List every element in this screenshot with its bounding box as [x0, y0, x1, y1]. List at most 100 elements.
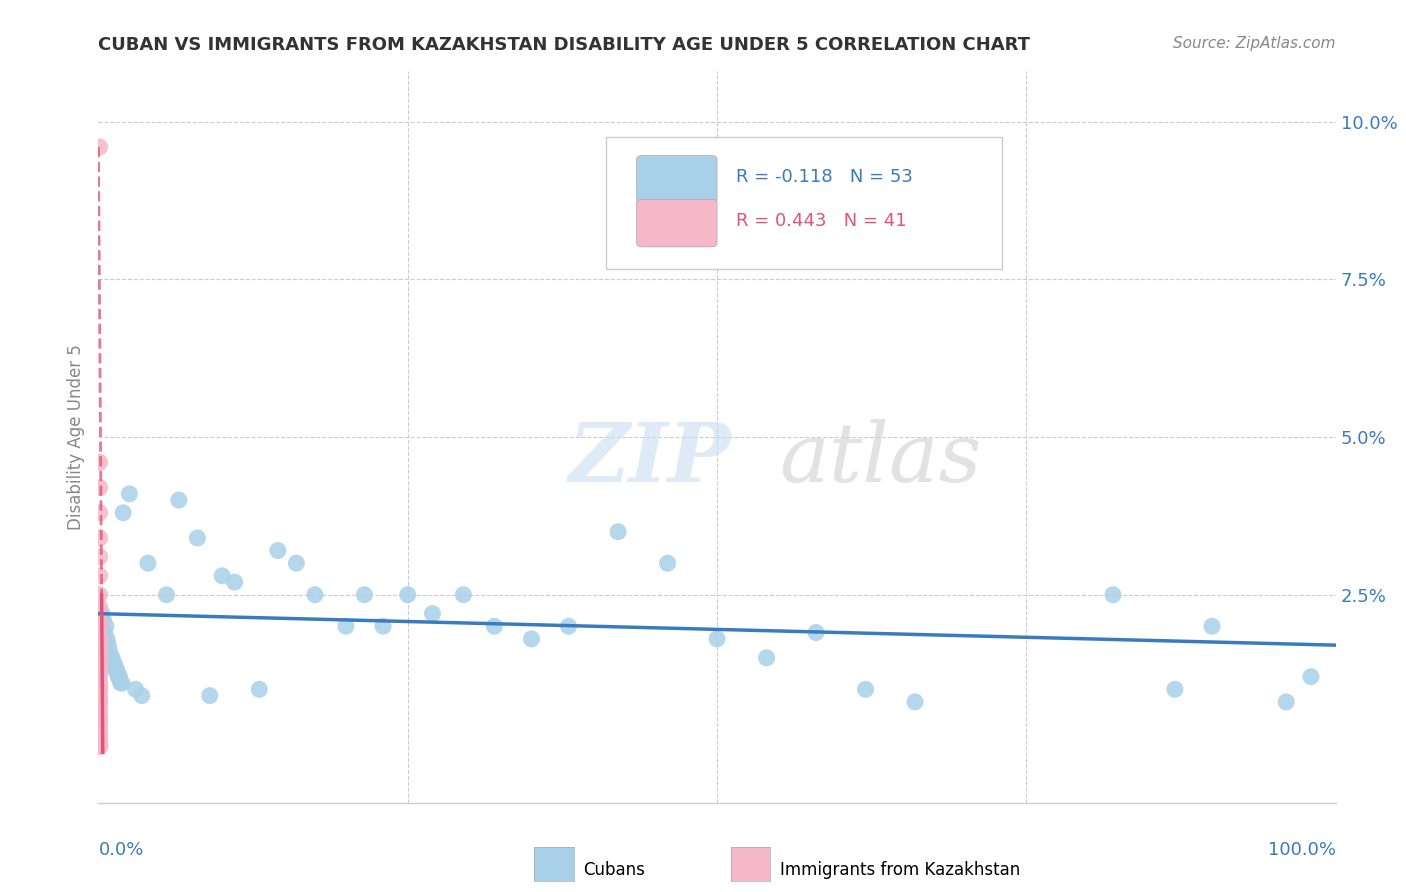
Text: R = 0.443   N = 41: R = 0.443 N = 41 — [735, 212, 907, 230]
Point — [89, 714, 111, 728]
Point — [557, 619, 579, 633]
Point — [89, 619, 111, 633]
Point — [107, 670, 129, 684]
Point — [89, 650, 111, 665]
Point — [97, 638, 120, 652]
Point — [89, 607, 111, 621]
Point — [804, 625, 827, 640]
Point — [89, 739, 111, 753]
Point — [267, 543, 290, 558]
Point — [89, 707, 111, 722]
Point — [186, 531, 208, 545]
Point — [335, 619, 357, 633]
Point — [453, 588, 475, 602]
Point — [89, 701, 111, 715]
Point — [706, 632, 728, 646]
Point — [89, 739, 111, 753]
Point — [211, 569, 233, 583]
Point — [89, 739, 111, 753]
Point — [89, 714, 111, 728]
Point — [96, 632, 118, 646]
FancyBboxPatch shape — [637, 200, 717, 247]
Point — [101, 650, 124, 665]
Point — [89, 531, 111, 545]
Point — [103, 657, 125, 671]
Point — [89, 619, 111, 633]
Point — [108, 670, 131, 684]
Point — [353, 588, 375, 602]
Point — [136, 556, 159, 570]
FancyBboxPatch shape — [637, 155, 717, 203]
Y-axis label: Disability Age Under 5: Disability Age Under 5 — [66, 344, 84, 530]
Point — [1201, 619, 1223, 633]
Point — [89, 720, 111, 734]
Point — [89, 695, 111, 709]
Point — [855, 682, 877, 697]
Point — [89, 650, 111, 665]
Point — [104, 664, 127, 678]
Point — [1164, 682, 1187, 697]
Point — [1299, 670, 1322, 684]
Point — [105, 664, 128, 678]
Text: ZIP: ZIP — [568, 419, 731, 499]
Point — [89, 726, 111, 740]
Point — [100, 650, 122, 665]
Point — [285, 556, 308, 570]
Point — [89, 632, 111, 646]
Point — [167, 493, 190, 508]
Point — [89, 682, 111, 697]
Point — [112, 506, 135, 520]
Point — [89, 632, 111, 646]
Point — [904, 695, 927, 709]
FancyBboxPatch shape — [606, 137, 1001, 268]
Point — [224, 575, 246, 590]
Point — [103, 657, 125, 671]
Point — [131, 689, 153, 703]
Point — [89, 726, 111, 740]
Text: atlas: atlas — [779, 419, 981, 499]
Point — [198, 689, 221, 703]
Point — [89, 644, 111, 658]
Point — [118, 487, 141, 501]
Point — [93, 613, 115, 627]
Point — [247, 682, 270, 697]
Point — [520, 632, 543, 646]
Point — [89, 695, 111, 709]
Point — [657, 556, 679, 570]
Point — [89, 664, 111, 678]
Text: Source: ZipAtlas.com: Source: ZipAtlas.com — [1173, 36, 1336, 51]
Point — [89, 455, 111, 469]
Point — [89, 657, 111, 671]
Text: 100.0%: 100.0% — [1268, 840, 1336, 859]
Point — [124, 682, 146, 697]
Point — [89, 588, 111, 602]
Point — [89, 481, 111, 495]
Point — [89, 732, 111, 747]
Text: CUBAN VS IMMIGRANTS FROM KAZAKHSTAN DISABILITY AGE UNDER 5 CORRELATION CHART: CUBAN VS IMMIGRANTS FROM KAZAKHSTAN DISA… — [98, 36, 1031, 54]
Point — [155, 588, 177, 602]
Point — [371, 619, 394, 633]
Point — [89, 600, 111, 615]
Point — [89, 140, 111, 154]
Text: 0.0%: 0.0% — [98, 840, 143, 859]
Point — [89, 569, 111, 583]
Point — [91, 607, 114, 621]
Point — [396, 588, 419, 602]
Point — [89, 676, 111, 690]
Point — [89, 664, 111, 678]
Text: Immigrants from Kazakhstan: Immigrants from Kazakhstan — [780, 861, 1021, 879]
Point — [89, 506, 111, 520]
Point — [89, 689, 111, 703]
Point — [89, 682, 111, 697]
Point — [111, 676, 134, 690]
Point — [110, 676, 132, 690]
Text: Cubans: Cubans — [583, 861, 645, 879]
Point — [89, 670, 111, 684]
Text: R = -0.118   N = 53: R = -0.118 N = 53 — [735, 169, 912, 186]
Point — [89, 739, 111, 753]
Point — [304, 588, 326, 602]
Point — [89, 549, 111, 564]
Point — [422, 607, 444, 621]
Point — [484, 619, 506, 633]
Point — [607, 524, 630, 539]
